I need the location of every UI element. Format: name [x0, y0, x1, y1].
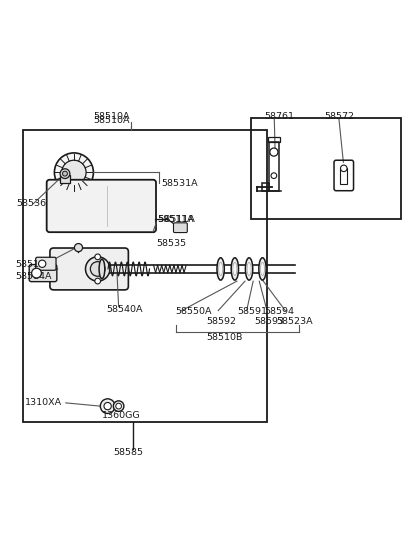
Circle shape [271, 173, 277, 178]
Circle shape [63, 171, 68, 176]
Text: 58591: 58591 [238, 307, 268, 316]
Circle shape [90, 262, 105, 276]
Circle shape [116, 403, 122, 409]
Text: -58511A: -58511A [155, 215, 195, 224]
Bar [268, 137, 281, 142]
Circle shape [95, 278, 101, 284]
Circle shape [75, 244, 82, 252]
Circle shape [85, 257, 110, 281]
FancyBboxPatch shape [47, 180, 156, 232]
Text: 58594: 58594 [264, 307, 294, 316]
Circle shape [113, 401, 124, 411]
Text: 1310XA: 1310XA [25, 398, 62, 406]
FancyBboxPatch shape [50, 248, 129, 290]
FancyBboxPatch shape [29, 264, 57, 282]
Ellipse shape [99, 259, 105, 279]
Circle shape [104, 403, 111, 410]
Text: 58536: 58536 [16, 199, 46, 208]
Circle shape [32, 268, 41, 278]
Circle shape [60, 169, 70, 178]
Bar [269, 142, 279, 191]
Text: 58510A: 58510A [94, 116, 130, 125]
Ellipse shape [260, 262, 265, 275]
FancyBboxPatch shape [36, 257, 56, 270]
Text: 58585: 58585 [114, 448, 144, 456]
Text: 58510A: 58510A [94, 112, 130, 121]
Circle shape [39, 260, 46, 268]
Text: 58510B: 58510B [206, 332, 243, 342]
Text: 58540A: 58540A [106, 305, 143, 314]
Ellipse shape [217, 258, 224, 280]
Ellipse shape [231, 258, 239, 280]
Text: 58761: 58761 [264, 112, 294, 121]
Bar [262, 183, 269, 191]
Ellipse shape [247, 262, 251, 275]
Ellipse shape [219, 262, 222, 275]
Bar [340, 168, 347, 184]
Text: 58572: 58572 [324, 112, 354, 121]
Text: 58531A: 58531A [161, 179, 198, 188]
Text: 58523A: 58523A [276, 317, 313, 326]
Circle shape [101, 399, 115, 413]
Text: 58514A: 58514A [15, 271, 52, 281]
Ellipse shape [233, 262, 237, 275]
Bar [23, 130, 267, 422]
Circle shape [54, 153, 94, 192]
Circle shape [95, 254, 101, 259]
Ellipse shape [246, 258, 253, 280]
Text: 58592: 58592 [206, 317, 236, 326]
Circle shape [62, 160, 86, 184]
Circle shape [341, 165, 347, 171]
Circle shape [270, 148, 278, 156]
Text: 58593: 58593 [255, 317, 285, 326]
Bar [251, 118, 401, 219]
Text: 58511A: 58511A [157, 215, 194, 225]
Text: 58513: 58513 [16, 260, 46, 269]
Bar [60, 175, 70, 183]
FancyBboxPatch shape [173, 223, 187, 233]
Text: 58550A: 58550A [176, 307, 212, 316]
Text: 1360GG: 1360GG [101, 411, 140, 420]
Ellipse shape [259, 258, 266, 280]
Text: 58535: 58535 [157, 239, 187, 248]
